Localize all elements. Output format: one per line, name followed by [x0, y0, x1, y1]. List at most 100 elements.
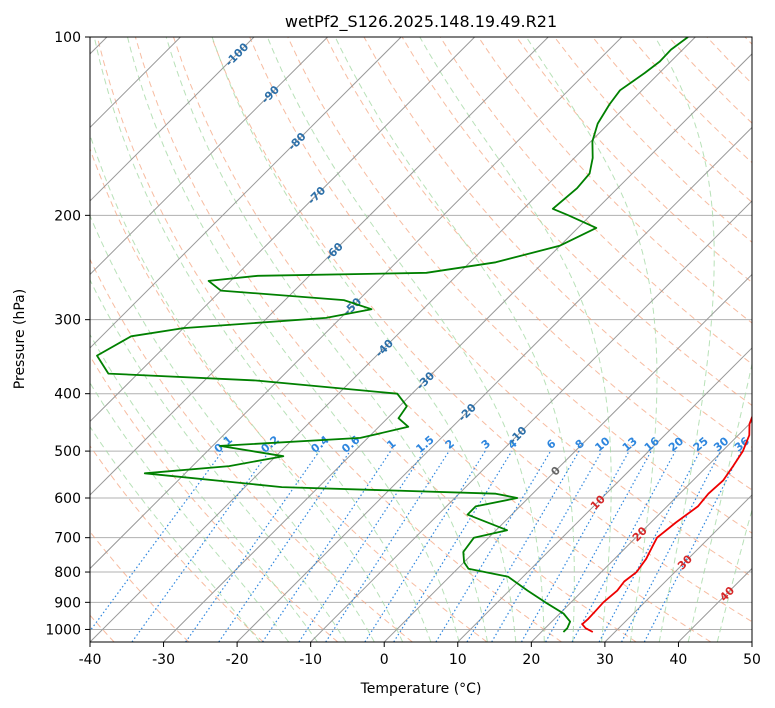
dry-adiabat-line: [211, 37, 752, 623]
mixing-ratio-label: 1: [384, 437, 398, 452]
mixing-ratio-label: 0.4: [308, 433, 332, 456]
mixing-ratio-label: 3: [479, 437, 493, 452]
dry-adiabat-line: [592, 37, 752, 203]
dry-adiabat-line: [90, 530, 190, 642]
x-tick-label: -40: [79, 652, 102, 668]
moist-adiabat-line: [90, 278, 347, 642]
isotherm-line: [90, 37, 623, 570]
dry-adiabat-line: [325, 37, 752, 491]
isotherm-line: [90, 37, 255, 202]
dry-adiabat-line: [439, 37, 752, 365]
dry-adiabat-line: [90, 147, 488, 642]
y-tick-label: 400: [54, 387, 81, 403]
moist-adiabat-line: [266, 37, 545, 642]
temperature-profile-line: [581, 414, 752, 633]
isotherm-line: [163, 53, 752, 642]
dry-adiabat-line: [630, 37, 752, 164]
x-tick-label: -10: [299, 652, 322, 668]
moist-adiabat-line: [211, 37, 517, 642]
y-tick-label: 100: [54, 30, 81, 46]
x-tick-label: 50: [743, 652, 761, 668]
y-axis-label: Pressure (hPa): [12, 289, 28, 389]
x-axis-label: Temperature (°C): [360, 681, 482, 697]
dry-adiabat-line: [96, 37, 562, 642]
mixing-ratio-label: 0.6: [339, 433, 363, 456]
isotherm-line: [383, 273, 752, 642]
isotherm-line: [310, 200, 752, 642]
isotherm-line: [90, 37, 696, 642]
dry-adiabat-line: [515, 37, 752, 284]
mixing-ratio-line: [218, 450, 351, 642]
isotherm-line: [236, 126, 752, 642]
moist-adiabat-line: [525, 37, 658, 642]
isotherm-line: [90, 37, 476, 423]
mixing-ratio-label: 6: [544, 437, 558, 452]
y-tick-label: 800: [54, 565, 81, 581]
y-tick-label: 900: [54, 595, 81, 611]
mixing-ratio-line: [520, 450, 630, 642]
mixing-ratio-line: [364, 450, 486, 642]
dry-adiabat-line: [90, 258, 413, 642]
moist-adiabat-line: [90, 214, 375, 642]
moist-adiabat-line: [716, 508, 752, 642]
moist-adiabat-line: [687, 361, 752, 642]
moist-adiabat-line: [127, 37, 460, 642]
mixing-ratio-line: [545, 450, 652, 642]
dry-adiabat-line: [90, 445, 264, 642]
mixing-ratio-line: [598, 450, 701, 642]
moist-adiabat-line: [165, 37, 488, 642]
x-tick-label: 20: [522, 652, 540, 668]
isotherm-line: [604, 494, 752, 642]
mixing-ratio-label: 1.5: [413, 433, 436, 455]
mixing-ratio-label: 2: [443, 437, 457, 452]
x-tick-label: -30: [152, 652, 175, 668]
mixing-ratio-line: [435, 450, 552, 642]
x-tick-label: -20: [226, 652, 249, 668]
moist-adiabat-line: [90, 425, 261, 642]
y-tick-label: 200: [54, 208, 81, 224]
chart-title: wetPf2_S126.2025.148.19.49.R21: [285, 12, 557, 32]
moist-adiabat-line: [90, 333, 318, 642]
dry-adiabat-line: [287, 37, 752, 534]
x-tick-label: 40: [670, 652, 688, 668]
mixing-ratio-line: [466, 450, 580, 642]
plot-frame: [89, 36, 753, 643]
isotherm-line: [90, 37, 549, 496]
dry-adiabat-line: [477, 37, 752, 324]
moist-adiabat-line: [334, 37, 575, 642]
dry-adiabat-line: [173, 37, 712, 642]
x-tick-label: 0: [380, 652, 389, 668]
profile-lines: [96, 37, 752, 633]
mixing-ratio-line: [571, 450, 676, 642]
moist-adiabat-line: [93, 37, 432, 642]
y-tick-label: 1000: [45, 622, 81, 638]
mixing-ratio-line: [325, 450, 450, 642]
moist-adiabat-line: [419, 37, 612, 642]
moist-adiabat-line: [90, 381, 290, 642]
isotherm-line: [90, 37, 402, 349]
x-tick-label: 30: [596, 652, 614, 668]
isotherm-line: [457, 347, 752, 642]
dry-adiabat-line: [554, 37, 752, 243]
mixing-ratio-line: [491, 450, 603, 642]
y-tick-label: 600: [54, 491, 81, 507]
dry-adiabat-line: [668, 37, 752, 124]
moist-adiabat-line: [654, 37, 715, 642]
isotherm-line: [530, 420, 752, 642]
dewpoint-profile-line: [96, 37, 689, 633]
dry-adiabat-line: [744, 37, 752, 45]
isotherm-line: [751, 641, 752, 642]
moist-adiabat-line: [90, 133, 404, 642]
dry-adiabat-line: [249, 37, 752, 578]
dry-adiabat-line: [90, 355, 339, 642]
isotherm-line: [678, 567, 752, 642]
axis-ticks: -40 -30 -20 -10 0 10 20 30 40 5010020030040050060…: [45, 30, 761, 668]
x-tick-label: 10: [449, 652, 467, 668]
isotherm-line: [90, 37, 328, 276]
y-tick-label: 500: [54, 444, 81, 460]
mixing-ratio-line: [185, 450, 320, 642]
y-tick-label: 300: [54, 313, 81, 329]
mixing-ratio-line: [643, 450, 742, 642]
y-tick-label: 700: [54, 531, 81, 547]
